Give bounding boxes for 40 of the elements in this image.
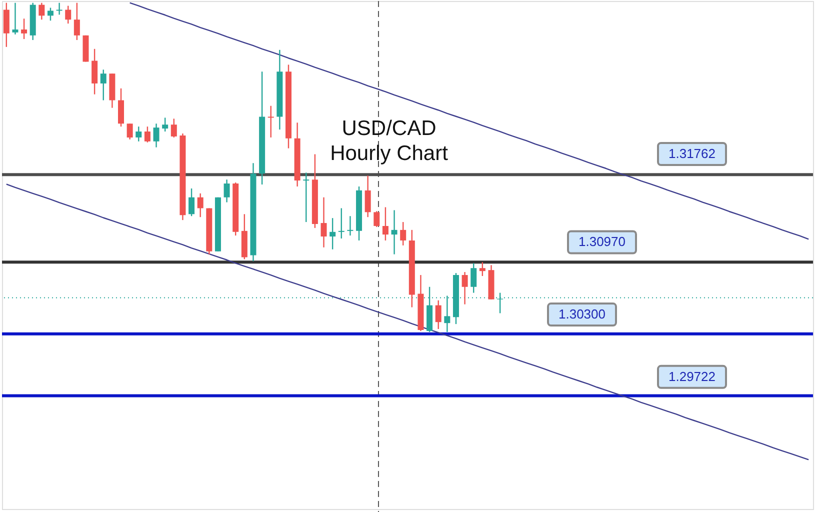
- candlestick: [470, 262, 477, 294]
- candlestick: [12, 2, 18, 36]
- candlestick: [38, 2, 45, 20]
- candlestick: [56, 2, 62, 16]
- candlestick: [136, 126, 142, 142]
- candlestick: [118, 88, 124, 128]
- candlestick: [170, 118, 177, 138]
- candlestick: [338, 208, 344, 240]
- candlestick: [188, 188, 195, 217]
- candlestick: [479, 262, 486, 277]
- candlestick: [374, 210, 380, 228]
- candlestick: [462, 271, 468, 305]
- candlestick: [382, 206, 388, 242]
- candlestick: [74, 2, 80, 41]
- candlestick: [162, 117, 168, 132]
- candlestick: [364, 175, 371, 218]
- candlestick: [100, 69, 106, 101]
- annotation: 1.30300: [558, 306, 606, 322]
- candlestick: [268, 105, 274, 138]
- candlestick: [65, 5, 72, 24]
- candlestick: [144, 126, 150, 143]
- text: 1.29722: [668, 368, 716, 384]
- candlestick: [330, 217, 336, 250]
- candlestick: [224, 178, 230, 203]
- candlestick: [47, 7, 54, 22]
- candlestick: [126, 123, 133, 140]
- candlestick: [3, 2, 10, 48]
- candlestick: [391, 210, 398, 255]
- annotation: 1.31762: [668, 146, 716, 161]
- text: USD/CAD Hourly Chart: [330, 117, 448, 165]
- candlestick: [347, 216, 354, 236]
- candlestick: [197, 192, 204, 218]
- candlestick: [400, 221, 406, 246]
- annotation: 1.30970: [578, 234, 626, 250]
- candlestick: [153, 123, 160, 148]
- candlestick: [21, 18, 28, 40]
- candlestick: [435, 300, 442, 330]
- candlestick: [303, 172, 310, 223]
- candlestick: [320, 196, 327, 248]
- candlestick: [92, 48, 98, 95]
